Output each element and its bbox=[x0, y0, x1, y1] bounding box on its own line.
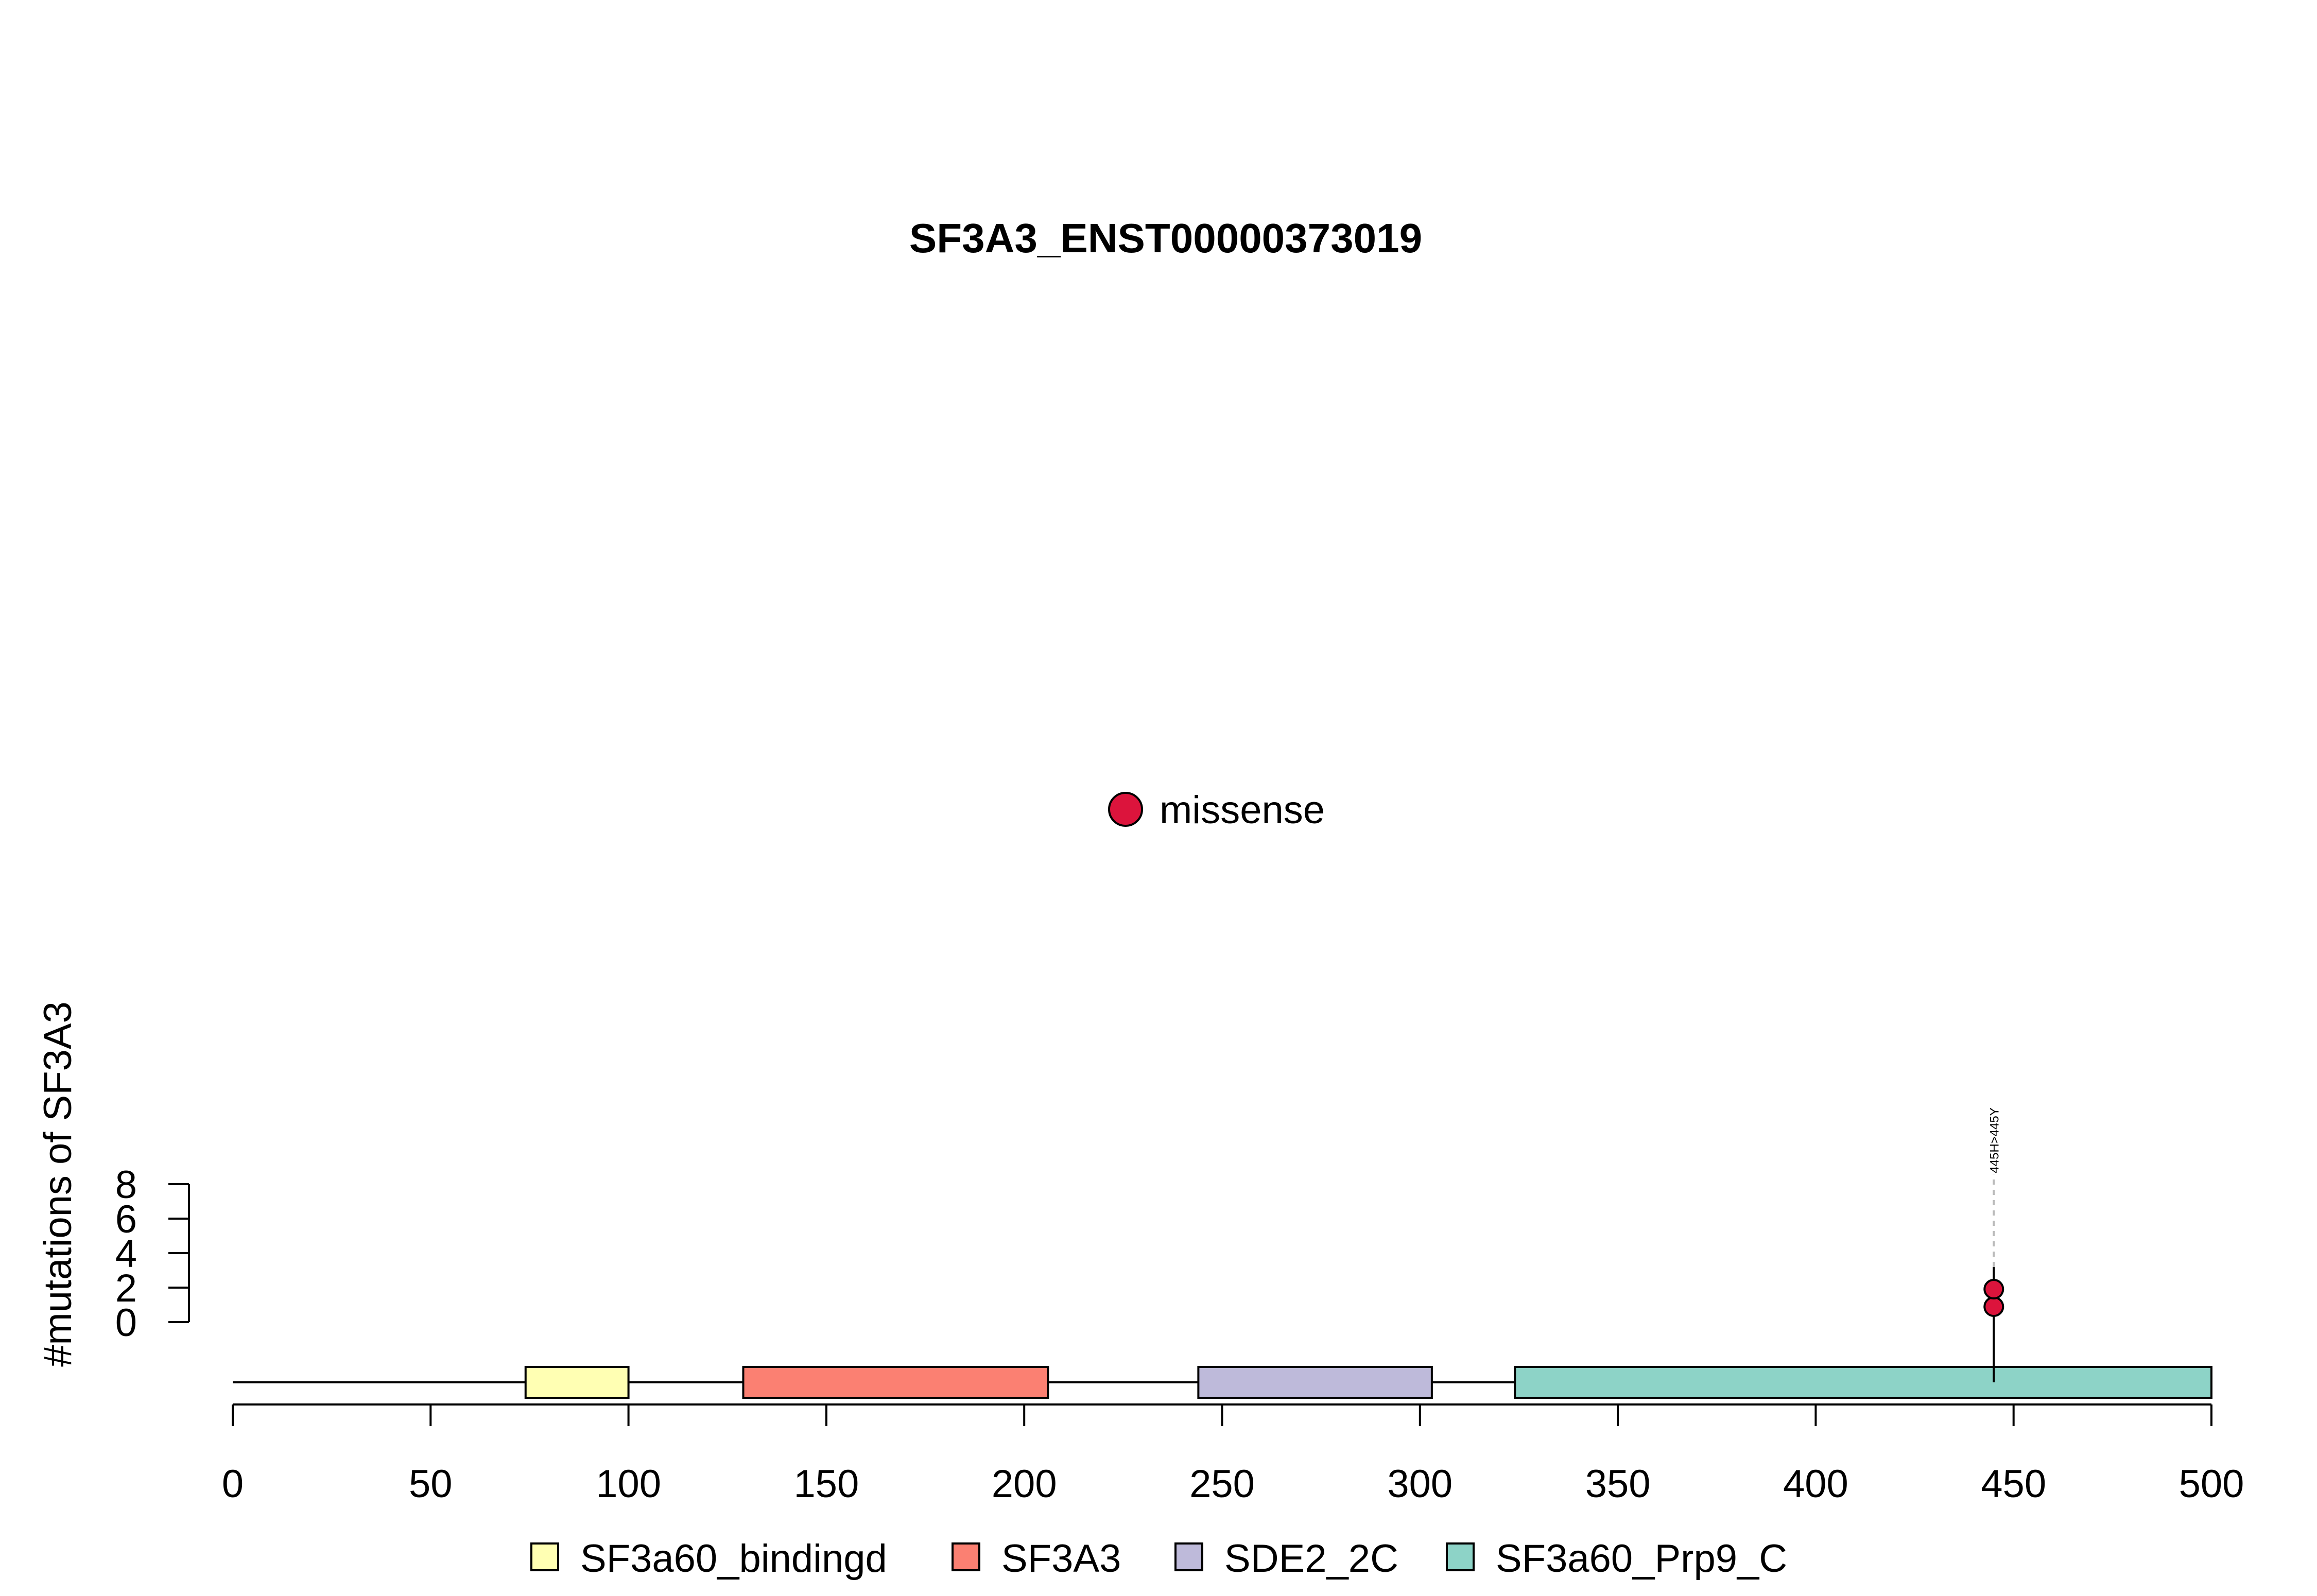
mutation-layer: 445H>445Y bbox=[1983, 1107, 2004, 1382]
x-tick-label-400: 400 bbox=[1783, 1462, 1848, 1506]
domain-sde2_2c bbox=[1197, 1366, 1433, 1399]
mutation-type-legend: missense bbox=[1108, 788, 1325, 832]
mutation-label: 445H>445Y bbox=[1987, 1107, 2001, 1173]
x-tick-label-250: 250 bbox=[1189, 1462, 1255, 1506]
legend-label-sf3a60_prp9_c: SF3a60_Prp9_C bbox=[1496, 1537, 1787, 1581]
x-tick-label-500: 500 bbox=[2179, 1462, 2244, 1506]
x-tick-label-200: 200 bbox=[992, 1462, 1057, 1506]
y-tick-label-8: 8 bbox=[115, 1163, 137, 1207]
domain-sf3a60_prp9_c bbox=[1514, 1366, 2212, 1399]
y-axis-label: #mutations of SF3A3 bbox=[36, 1001, 80, 1367]
legend-swatch-sf3a60_prp9_c bbox=[1446, 1542, 1475, 1571]
legend-swatch-sf3a60_bindingd bbox=[530, 1542, 559, 1571]
x-tick-label-50: 50 bbox=[409, 1462, 453, 1506]
legend-label-sf3a3: SF3A3 bbox=[1001, 1537, 1121, 1581]
domain-sf3a60_bindingd bbox=[524, 1366, 630, 1399]
legend-label-sf3a60_bindingd: SF3a60_bindingd bbox=[580, 1537, 887, 1581]
domain-layer bbox=[524, 1366, 2212, 1399]
legend-label-sde2_2c: SDE2_2C bbox=[1224, 1537, 1398, 1581]
legend-missense-label: missense bbox=[1160, 788, 1325, 832]
legend-swatch-sf3a3 bbox=[952, 1542, 980, 1571]
legend-swatch-sde2_2c bbox=[1174, 1542, 1203, 1571]
x-tick-label-150: 150 bbox=[793, 1462, 859, 1506]
y-tick-label-2: 2 bbox=[115, 1267, 137, 1310]
mutation-point bbox=[1983, 1296, 2004, 1317]
chart-title: SF3A3_ENST00000373019 bbox=[909, 215, 1422, 261]
x-tick-label-450: 450 bbox=[1981, 1462, 2046, 1506]
y-tick-label-0: 0 bbox=[115, 1301, 137, 1345]
domain-legend: SF3a60_bindingd SF3A3 SDE2_2C SF3a60_Prp9_C bbox=[530, 1537, 1787, 1581]
x-axis: 0 50 100 150 200 250 300 350 400 450 500 bbox=[222, 1403, 2244, 1506]
y-tick-label-4: 4 bbox=[115, 1232, 137, 1276]
x-tick-label-300: 300 bbox=[1387, 1462, 1453, 1506]
domain-sf3a3 bbox=[742, 1366, 1049, 1399]
y-tick-label-6: 6 bbox=[115, 1198, 137, 1241]
x-tick-label-100: 100 bbox=[596, 1462, 661, 1506]
mutation-point bbox=[1983, 1279, 2004, 1299]
x-tick-label-0: 0 bbox=[222, 1462, 244, 1506]
legend-missense-marker bbox=[1108, 792, 1143, 827]
x-tick-label-350: 350 bbox=[1585, 1462, 1651, 1506]
